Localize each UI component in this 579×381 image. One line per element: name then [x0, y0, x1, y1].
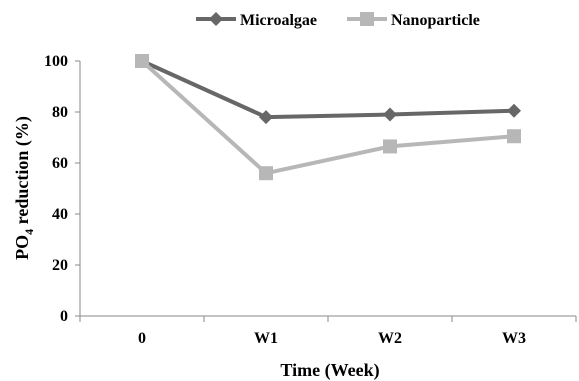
data-point-nanoparticle [507, 129, 521, 144]
series-nanoparticle [135, 54, 521, 181]
legend-label: Microalgae [240, 12, 317, 29]
y-axis-title-subscript: 4 [22, 229, 36, 235]
legend-item-nanoparticle: Nanoparticle [347, 12, 480, 29]
x-axis-title: Time (Week) [280, 360, 379, 381]
legend-label: Nanoparticle [391, 12, 480, 29]
y-tick-label: 40 [52, 206, 68, 223]
x-tick-label: W2 [378, 330, 402, 347]
y-axis-title: PO4 reduction (%) [12, 116, 36, 260]
data-point-microalgae [259, 110, 273, 125]
data-point-nanoparticle [135, 54, 149, 68]
series-microalgae [135, 54, 521, 125]
y-axis-title-rest: reduction (%) [12, 116, 33, 229]
y-tick-label: 80 [52, 104, 68, 121]
y-tick-label: 60 [52, 155, 68, 172]
x-tick-label: W1 [254, 330, 278, 347]
series-layer [135, 54, 521, 181]
legend: Microalgae Nanoparticle [196, 12, 480, 29]
data-point-microalgae [507, 103, 521, 118]
y-tick-label: 0 [60, 308, 68, 325]
axes: 0 20 40 60 80 100 0 W1 W2 W3 [44, 53, 577, 347]
data-point-microalgae [383, 107, 397, 122]
data-point-nanoparticle [383, 139, 397, 154]
y-tick-label: 100 [44, 53, 68, 70]
y-axis-title-main: PO [12, 235, 32, 260]
x-tick-label: 0 [138, 330, 146, 347]
x-tick-label: W3 [502, 330, 526, 347]
data-point-nanoparticle [259, 166, 273, 181]
legend-marker [360, 12, 374, 26]
legend-marker [209, 12, 223, 26]
legend-item-microalgae: Microalgae [196, 12, 317, 29]
series-line-nanoparticle [140, 59, 515, 176]
y-tick-label: 20 [52, 257, 68, 274]
series-line-microalgae [141, 59, 515, 120]
